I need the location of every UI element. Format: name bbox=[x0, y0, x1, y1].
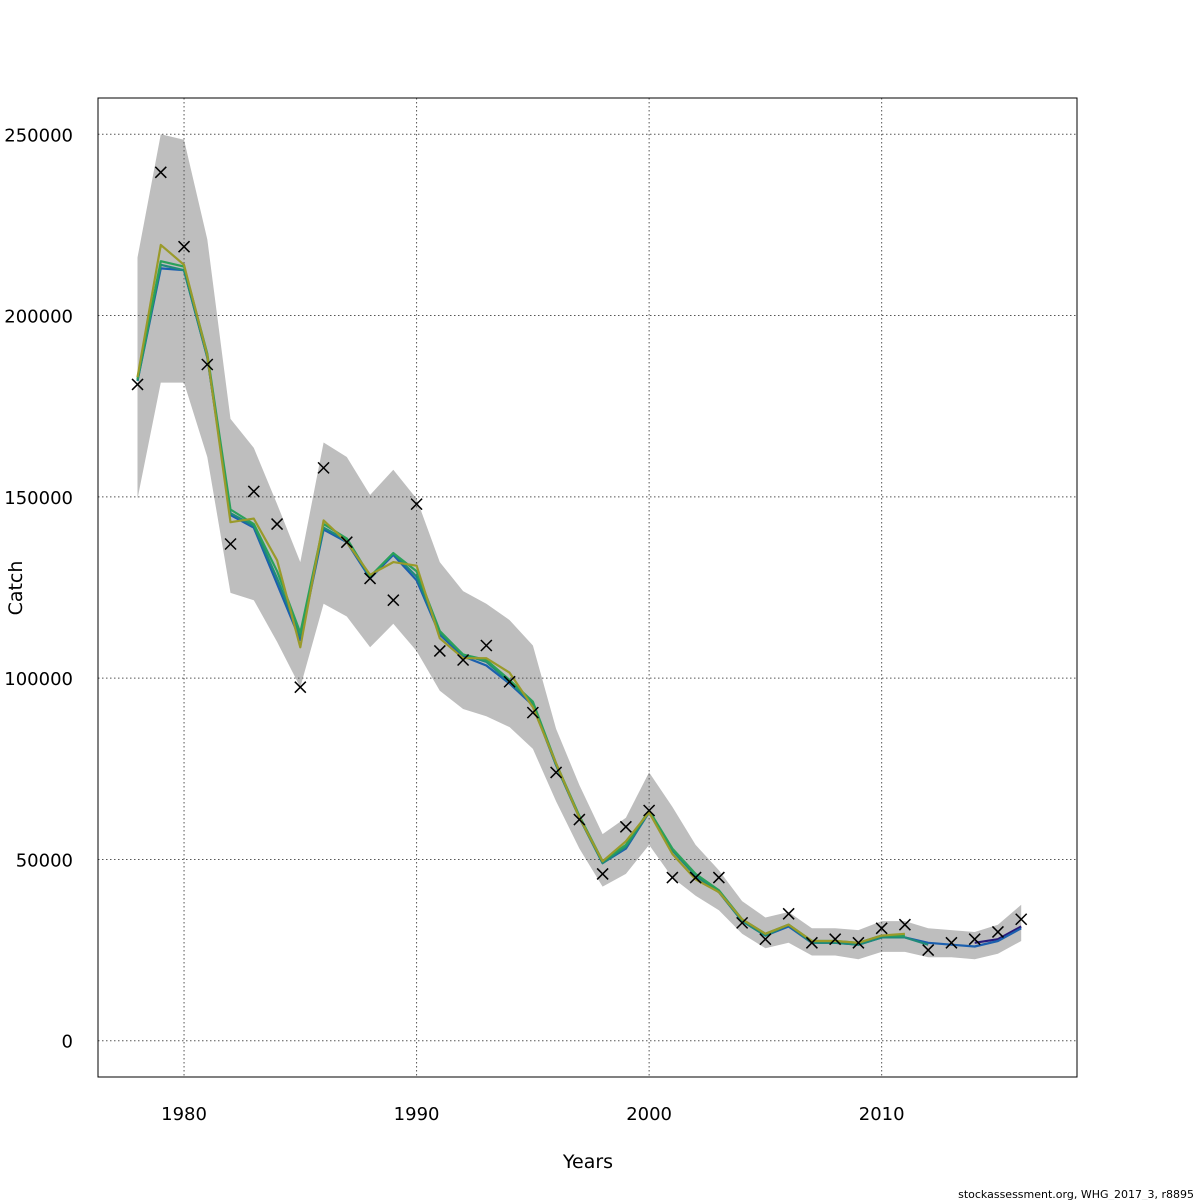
y-tick-label: 100000 bbox=[4, 669, 73, 690]
observed-point bbox=[503, 675, 516, 688]
observed-point bbox=[178, 240, 191, 253]
tick-layer: 1980 1990 2000 2010 0 50000 100000 150000 200000… bbox=[4, 125, 904, 1125]
observed-point bbox=[201, 358, 214, 371]
x-tick-label: 1980 bbox=[161, 1104, 207, 1125]
observed-point bbox=[340, 536, 353, 549]
footer-credit: stockassessment.org, WHG_2017_3, r8895 bbox=[958, 1188, 1194, 1200]
observed-point bbox=[247, 485, 260, 498]
observed-point bbox=[457, 653, 470, 667]
x-tick-label: 2000 bbox=[626, 1104, 672, 1125]
y-tick-label: 150000 bbox=[4, 488, 73, 509]
observed-point bbox=[410, 498, 423, 511]
observed-point bbox=[712, 871, 725, 884]
observed-point bbox=[317, 461, 330, 474]
observed-point bbox=[364, 572, 377, 585]
observed-point bbox=[759, 933, 772, 946]
y-axis-title: Catch bbox=[5, 561, 27, 616]
observed-point bbox=[852, 936, 865, 949]
plot-frame bbox=[97, 97, 1078, 1078]
observed-point bbox=[619, 820, 632, 833]
observed-point bbox=[154, 166, 167, 179]
observed-point bbox=[480, 639, 493, 652]
y-tick-label: 0 bbox=[62, 1032, 73, 1053]
observed-point bbox=[875, 922, 888, 935]
y-tick-label: 200000 bbox=[4, 307, 73, 328]
y-tick-label: 50000 bbox=[16, 850, 73, 871]
confidence-band bbox=[137, 134, 1022, 960]
observed-point bbox=[573, 813, 586, 826]
observed-point bbox=[736, 916, 749, 929]
observed-point bbox=[1015, 913, 1028, 926]
y-tick-label: 250000 bbox=[4, 125, 73, 146]
observed-point bbox=[689, 871, 702, 884]
observed-point bbox=[271, 518, 284, 531]
observed-point bbox=[991, 925, 1004, 938]
model-series-line-5 bbox=[136, 243, 905, 944]
observed-point bbox=[829, 933, 842, 946]
observed-point bbox=[526, 706, 539, 719]
observed-point bbox=[922, 944, 935, 957]
observed-points-layer bbox=[131, 166, 1028, 957]
series-layer bbox=[136, 243, 1022, 948]
observed-point bbox=[643, 804, 656, 817]
observed-point bbox=[224, 537, 237, 551]
observed-point bbox=[294, 681, 307, 694]
grid-layer bbox=[98, 98, 1077, 1077]
observed-point bbox=[968, 933, 981, 946]
observed-point bbox=[387, 594, 400, 607]
observed-point bbox=[945, 936, 958, 949]
observed-point bbox=[550, 766, 563, 779]
observed-point bbox=[805, 936, 818, 949]
x-tick-label: 2010 bbox=[859, 1104, 905, 1125]
observed-point bbox=[666, 871, 679, 884]
observed-point bbox=[596, 867, 609, 880]
observed-point bbox=[898, 918, 911, 931]
confidence-band-layer bbox=[137, 134, 1022, 960]
x-tick-label: 1990 bbox=[394, 1104, 440, 1125]
observed-point bbox=[433, 644, 446, 657]
x-axis-title: Years bbox=[562, 1151, 613, 1173]
observed-point bbox=[782, 907, 795, 920]
observed-point bbox=[131, 378, 144, 391]
model-series-line-1 bbox=[974, 925, 1022, 944]
